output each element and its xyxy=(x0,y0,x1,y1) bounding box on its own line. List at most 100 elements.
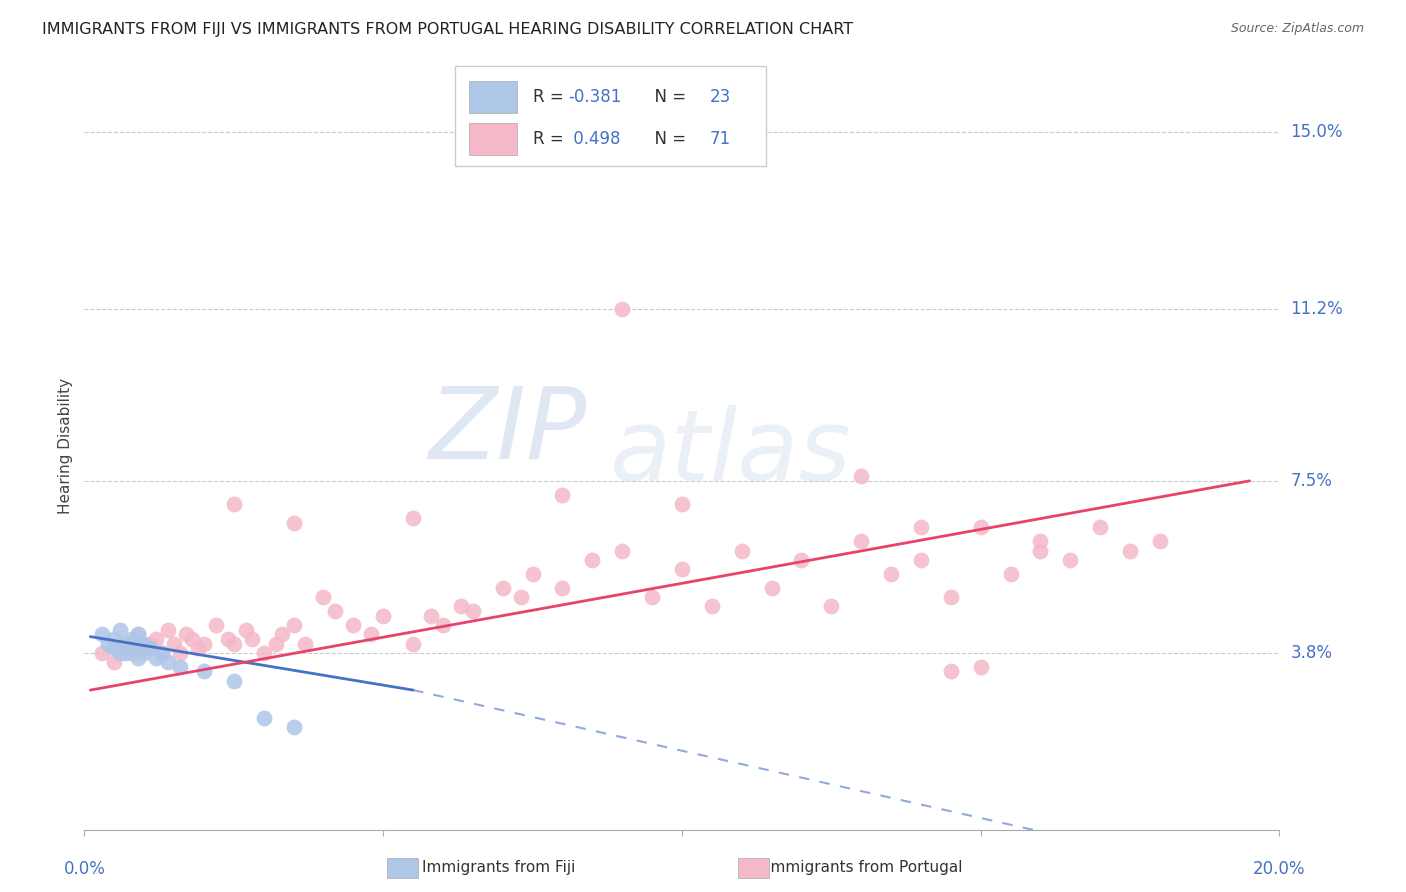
Point xyxy=(217,632,239,646)
Point xyxy=(270,627,292,641)
Text: Immigrants from Portugal: Immigrants from Portugal xyxy=(766,860,963,874)
Point xyxy=(91,646,114,660)
Point xyxy=(851,534,873,549)
Point xyxy=(240,632,263,646)
Text: 11.2%: 11.2% xyxy=(1291,300,1343,318)
Point xyxy=(1119,543,1142,558)
Text: 3.8%: 3.8% xyxy=(1291,644,1333,662)
Point xyxy=(127,627,149,641)
Point xyxy=(222,673,245,688)
Point xyxy=(970,660,993,674)
Point xyxy=(402,511,425,525)
Point xyxy=(283,516,305,530)
Text: ZIP: ZIP xyxy=(427,382,586,479)
Point xyxy=(492,581,515,595)
Point xyxy=(432,618,454,632)
Point xyxy=(127,650,149,665)
Point xyxy=(939,665,962,679)
Point xyxy=(700,599,723,614)
Point xyxy=(939,590,962,604)
Point xyxy=(420,608,443,623)
Text: N =: N = xyxy=(644,88,690,106)
Point xyxy=(222,497,245,511)
Point xyxy=(132,646,156,660)
Text: 15.0%: 15.0% xyxy=(1291,123,1343,141)
Point xyxy=(115,637,138,651)
Point xyxy=(169,646,191,660)
Point xyxy=(150,646,173,660)
Point xyxy=(145,632,167,646)
FancyBboxPatch shape xyxy=(470,123,517,155)
Point xyxy=(181,632,204,646)
Point xyxy=(450,599,472,614)
Point xyxy=(1059,553,1081,567)
Text: R =: R = xyxy=(533,88,568,106)
Text: 0.0%: 0.0% xyxy=(63,860,105,878)
Text: atlas: atlas xyxy=(610,405,852,502)
Point xyxy=(1029,534,1052,549)
Point xyxy=(121,641,143,656)
Text: -0.381: -0.381 xyxy=(568,88,621,106)
Point xyxy=(103,632,125,646)
Point xyxy=(790,553,813,567)
Point xyxy=(283,720,305,734)
Point xyxy=(360,627,382,641)
Point xyxy=(312,590,335,604)
Point xyxy=(612,301,634,316)
Point xyxy=(110,623,132,637)
Point xyxy=(461,604,484,618)
Point xyxy=(103,655,125,669)
Point xyxy=(294,637,316,651)
Point xyxy=(222,637,245,651)
Point xyxy=(115,637,138,651)
Point xyxy=(910,553,932,567)
Point xyxy=(145,650,167,665)
Point xyxy=(253,646,276,660)
Point xyxy=(121,646,143,660)
Text: IMMIGRANTS FROM FIJI VS IMMIGRANTS FROM PORTUGAL HEARING DISABILITY CORRELATION : IMMIGRANTS FROM FIJI VS IMMIGRANTS FROM … xyxy=(42,22,853,37)
Point xyxy=(522,566,544,581)
Text: 71: 71 xyxy=(710,130,731,148)
Text: 7.5%: 7.5% xyxy=(1291,472,1333,490)
Point xyxy=(283,618,305,632)
Point xyxy=(127,627,149,641)
Point xyxy=(91,627,114,641)
Text: Immigrants from Fiji: Immigrants from Fiji xyxy=(422,860,576,874)
Point xyxy=(581,553,603,567)
Point xyxy=(820,599,842,614)
Point xyxy=(551,488,574,502)
Point xyxy=(121,632,143,646)
Point xyxy=(193,637,215,651)
Point xyxy=(187,641,209,656)
Point xyxy=(174,627,197,641)
Point xyxy=(110,646,132,660)
Point xyxy=(509,590,531,604)
Text: 23: 23 xyxy=(710,88,731,106)
Text: Source: ZipAtlas.com: Source: ZipAtlas.com xyxy=(1230,22,1364,36)
Point xyxy=(671,562,693,576)
FancyBboxPatch shape xyxy=(456,66,766,166)
Point xyxy=(253,711,276,725)
Point xyxy=(1090,520,1112,534)
Point xyxy=(325,604,347,618)
Point xyxy=(163,637,186,651)
Point xyxy=(103,641,125,656)
Text: N =: N = xyxy=(644,130,690,148)
Point xyxy=(157,623,180,637)
Point xyxy=(373,608,395,623)
Point xyxy=(97,637,120,651)
FancyBboxPatch shape xyxy=(470,81,517,113)
Point xyxy=(1149,534,1171,549)
Point xyxy=(402,637,425,651)
Point xyxy=(880,566,903,581)
Point xyxy=(235,623,257,637)
Point xyxy=(551,581,574,595)
Point xyxy=(970,520,993,534)
Point xyxy=(910,520,932,534)
Point xyxy=(1029,543,1052,558)
Point xyxy=(342,618,364,632)
Point xyxy=(115,646,138,660)
Point xyxy=(193,665,215,679)
Point xyxy=(671,497,693,511)
Point xyxy=(612,543,634,558)
